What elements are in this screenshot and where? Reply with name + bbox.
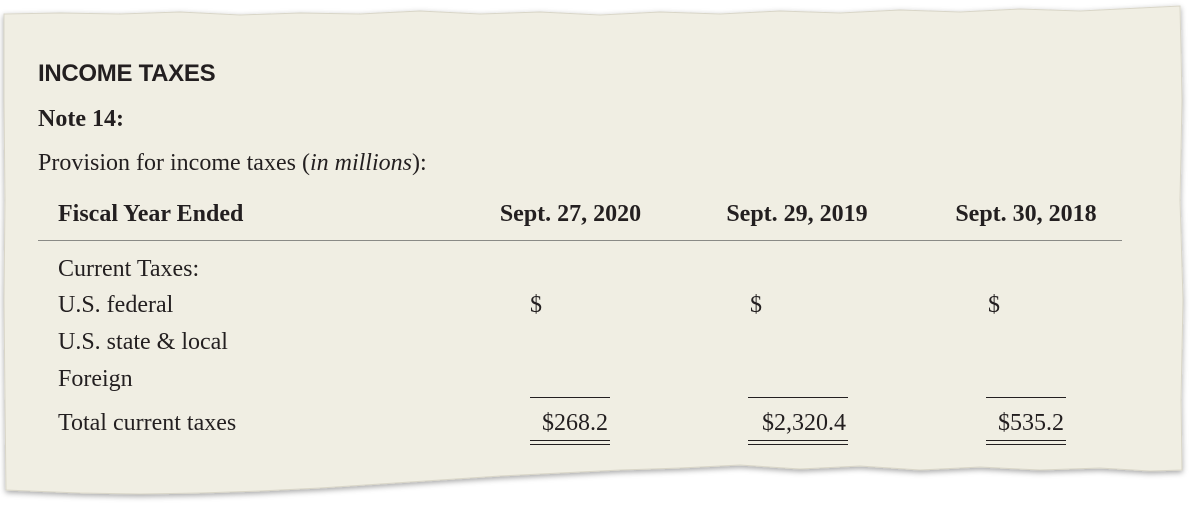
cell-total-2019: $2,320.4 xyxy=(762,410,846,436)
row-label-foreign: Foreign xyxy=(58,366,133,392)
cell-total-2020: $268.2 xyxy=(542,410,608,436)
total-double-rule-2019 xyxy=(748,440,848,445)
column-header-2018: Sept. 30, 2018 xyxy=(955,201,1097,227)
column-header-2019: Sept. 29, 2019 xyxy=(726,201,868,227)
total-double-rule-2020 xyxy=(530,440,610,445)
paper-sheet xyxy=(3,5,1184,495)
subtotal-rule-2020 xyxy=(530,397,610,398)
row-label-us-state-local: U.S. state & local xyxy=(58,329,228,355)
dollar-sign: $ xyxy=(988,292,1000,318)
provision-text: Provision for income taxes ( xyxy=(38,150,310,176)
dollar-sign: $ xyxy=(750,292,762,318)
dollar-sign: $ xyxy=(530,292,542,318)
total-double-rule-2018 xyxy=(986,440,1066,445)
section-heading: INCOME TAXES xyxy=(38,60,216,87)
section-label-current-taxes: Current Taxes: xyxy=(58,256,200,282)
column-header-fiscal-year: Fiscal Year Ended xyxy=(58,201,244,227)
provision-text-end: ): xyxy=(411,150,427,176)
subtotal-rule-2018 xyxy=(986,397,1066,398)
header-divider xyxy=(38,240,1122,241)
row-label-total-current-taxes: Total current taxes xyxy=(58,410,237,436)
provision-units: in millions xyxy=(309,150,412,176)
cell-total-2018: $535.2 xyxy=(998,410,1064,436)
row-label-us-federal: U.S. federal xyxy=(58,292,174,318)
note-label: Note 14: xyxy=(38,106,124,132)
provision-caption: Provision for income taxes (in millions)… xyxy=(38,150,427,177)
column-header-2020: Sept. 27, 2020 xyxy=(499,201,642,227)
subtotal-rule-2019 xyxy=(748,397,848,398)
